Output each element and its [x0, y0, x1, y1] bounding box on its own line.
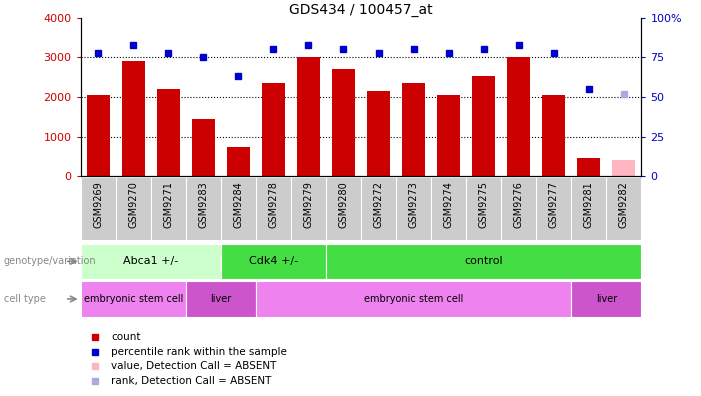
Bar	[402, 83, 425, 176]
Text: percentile rank within the sample: percentile rank within the sample	[111, 346, 287, 357]
Text: GSM9278: GSM9278	[268, 181, 278, 228]
Text: genotype/variation: genotype/variation	[4, 256, 96, 267]
Text: Cdk4 +/-: Cdk4 +/-	[249, 256, 298, 267]
Text: control: control	[464, 256, 503, 267]
Title: GDS434 / 100457_at: GDS434 / 100457_at	[290, 3, 433, 17]
Bar	[613, 160, 635, 176]
Bar	[81, 244, 221, 279]
Text: GSM9281: GSM9281	[584, 181, 594, 228]
Bar	[472, 76, 495, 176]
Bar	[221, 244, 326, 279]
Text: GSM9275: GSM9275	[479, 181, 489, 228]
Text: cell type: cell type	[4, 294, 46, 304]
Text: GSM9282: GSM9282	[619, 181, 629, 228]
Bar	[326, 244, 641, 279]
Text: GSM9277: GSM9277	[549, 181, 559, 228]
Text: embryonic stem cell: embryonic stem cell	[364, 294, 463, 304]
Text: GSM9270: GSM9270	[128, 181, 138, 228]
Text: Abca1 +/-: Abca1 +/-	[123, 256, 178, 267]
Bar	[543, 95, 565, 176]
Text: GSM9283: GSM9283	[198, 181, 208, 228]
Text: embryonic stem cell: embryonic stem cell	[83, 294, 183, 304]
Bar	[367, 91, 390, 176]
Bar	[578, 158, 600, 176]
Text: GSM9274: GSM9274	[444, 181, 454, 228]
Bar	[332, 69, 355, 176]
Bar	[256, 281, 571, 317]
Bar	[227, 147, 250, 176]
Text: rank, Detection Call = ABSENT: rank, Detection Call = ABSENT	[111, 376, 272, 386]
Bar	[571, 281, 641, 317]
Text: GSM9280: GSM9280	[339, 181, 348, 228]
Bar	[87, 95, 109, 176]
Bar	[262, 83, 285, 176]
Text: GSM9273: GSM9273	[409, 181, 418, 228]
Text: liver: liver	[210, 294, 231, 304]
Bar	[122, 61, 144, 176]
Text: GSM9272: GSM9272	[374, 181, 383, 228]
Text: count: count	[111, 332, 141, 342]
Bar	[508, 57, 530, 176]
Bar	[186, 281, 256, 317]
Text: GSM9284: GSM9284	[233, 181, 243, 228]
Text: GSM9269: GSM9269	[93, 181, 103, 228]
Text: liver: liver	[596, 294, 617, 304]
Bar	[192, 119, 215, 176]
Bar	[437, 95, 460, 176]
Text: GSM9276: GSM9276	[514, 181, 524, 228]
Bar	[297, 57, 320, 176]
Bar	[81, 281, 186, 317]
Text: value, Detection Call = ABSENT: value, Detection Call = ABSENT	[111, 362, 277, 371]
Text: GSM9271: GSM9271	[163, 181, 173, 228]
Bar	[157, 89, 179, 176]
Text: GSM9279: GSM9279	[304, 181, 313, 228]
